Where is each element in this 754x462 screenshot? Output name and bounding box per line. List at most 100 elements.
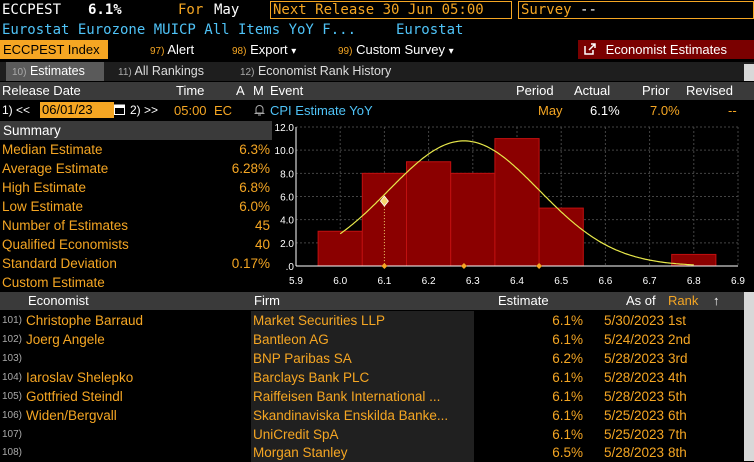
sort-ascending-icon[interactable]: ↑ [713, 293, 720, 308]
tab-num: 12) [240, 67, 255, 78]
col-firm[interactable]: Firm [254, 293, 280, 308]
col-rank[interactable]: Rank [668, 293, 699, 308]
firm-name[interactable]: UniCredit SpA [253, 427, 339, 442]
release-date-input[interactable]: 06/01/23 [40, 102, 114, 118]
table-row[interactable]: 107) UniCredit SpA 6.1% 5/25/2023 7th [0, 425, 754, 444]
y-tick-label: 8.0 [280, 169, 294, 180]
bell-icon[interactable] [254, 104, 265, 119]
economist-name[interactable]: Widen/Bergvall [26, 408, 117, 423]
table-row[interactable]: 108) Morgan Stanley 6.5% 5/28/2023 8th [0, 443, 754, 462]
index-selector[interactable]: ECCPEST Index [0, 40, 108, 59]
rank-value: 2nd [668, 332, 691, 347]
summary-title: Summary [0, 121, 272, 140]
firm-name[interactable]: Morgan Stanley [253, 445, 348, 460]
economist-name[interactable]: Gottfried Steindl [26, 389, 123, 404]
histogram-bar [317, 230, 363, 267]
economist-estimates-label: Economist Estimates [605, 42, 727, 57]
table-row[interactable]: 101) Christophe Barraud Market Securities … [0, 311, 754, 330]
firm-name[interactable]: BNP Paribas SA [253, 351, 352, 366]
x-tick-label: 6.1 [377, 276, 391, 287]
tab-economist-rank-history[interactable]: 12) Economist Rank History [234, 62, 397, 81]
row-number: 106) [2, 410, 23, 421]
row-number: 101) [2, 315, 23, 326]
table-row[interactable]: 103) BNP Paribas SA 6.2% 5/28/2023 3rd [0, 349, 754, 368]
row-number: 108) [2, 447, 23, 458]
table-row[interactable]: 104) Iaroslav Shelepko Barclays Bank PLC 6.… [0, 368, 754, 387]
col-prior: Prior [642, 83, 670, 98]
summary-value: 6.8% [239, 180, 270, 195]
tab-all-rankings[interactable]: 11) All Rankings [112, 62, 210, 81]
revised-value: -- [728, 103, 737, 118]
firm-name[interactable]: Raiffeisen Bank International ... [253, 389, 441, 404]
row-number: 102) [2, 334, 23, 345]
economist-name[interactable]: Iaroslav Shelepko [26, 370, 134, 385]
col-revised: Revised [686, 83, 733, 98]
table-row[interactable]: 102) Joerg Angele Bantleon AG 6.1% 5/24/2023… [0, 330, 754, 349]
asof-date: 5/28/2023 [603, 389, 664, 404]
asof-date: 5/24/2023 [603, 332, 664, 347]
actual-marker-icon [379, 195, 389, 207]
asof-date: 5/28/2023 [603, 351, 664, 366]
estimate-value: 6.1% [552, 370, 583, 385]
table-row[interactable]: 105) Gottfried Steindl Raiffeisen Bank Int… [0, 387, 754, 406]
x-tick-label: 6.4 [510, 276, 524, 287]
col-actual: Actual [574, 83, 611, 98]
rank-value: 8th [668, 445, 687, 460]
firm-name[interactable]: Skandinaviska Enskilda Banke... [253, 408, 449, 423]
estimate-value: 6.1% [552, 427, 583, 442]
security-header: ECCPEST 6.1% For May Next Release 30 Jun… [0, 0, 754, 22]
economist-name[interactable]: Joerg Angele [26, 332, 105, 347]
economist-name[interactable]: Christophe Barraud [26, 313, 144, 328]
data-source: Eurostat [396, 22, 464, 38]
tab-estimates[interactable]: 10) Estimates [6, 62, 104, 81]
asof-date: 5/25/2023 [603, 427, 664, 442]
rank-value: 7th [668, 427, 687, 442]
col-period: Period [516, 83, 554, 98]
calendar-icon[interactable] [114, 103, 125, 118]
prev-release-button[interactable]: 1) << [2, 103, 31, 117]
security-subtitle-row: Eurostat Eurozone MUICP All Items YoY F.… [0, 22, 754, 40]
col-estimate[interactable]: Estimate [498, 293, 549, 308]
table-row[interactable]: 106) Widen/Bergvall Skandinaviska Enskilda… [0, 406, 754, 425]
prior-value: 7.0% [650, 103, 680, 118]
asof-date: 5/28/2023 [603, 445, 664, 460]
menu-bar: ECCPEST Index 97) Alert 98) Export ▾ 99)… [0, 40, 754, 59]
firm-name[interactable]: Market Securities LLP [253, 313, 386, 328]
tab-bar: 10) Estimates 11) All Rankings 12) Econo… [0, 62, 754, 81]
histogram-svg: .0 2.0 4.0 6.0 8.0 10.0 12.0 5.9 6.0 6.1 6.2 6.3 6.4… [275, 123, 746, 287]
col-asof[interactable]: As of [626, 293, 656, 308]
alert-menu[interactable]: 97) Alert [150, 40, 194, 59]
summary-row-average: Average Estimate 6.28% [0, 159, 272, 178]
x-tick-label: 6.9 [731, 276, 745, 287]
rank-value: 4th [668, 370, 687, 385]
summary-row-custom[interactable]: Custom Estimate [0, 273, 272, 292]
summary-value: 6.0% [239, 199, 270, 214]
summary-label: Low Estimate [2, 199, 84, 214]
actual-value: 6.1% [590, 103, 620, 118]
histogram-bar [538, 207, 584, 267]
col-economist[interactable]: Economist [28, 293, 89, 308]
scrollbar[interactable] [744, 64, 754, 81]
tab-label: Economist Rank History [257, 64, 392, 78]
economist-estimates-button[interactable]: Economist Estimates [578, 40, 754, 59]
summary-value: 6.28% [231, 161, 270, 176]
row-number: 107) [2, 429, 23, 440]
table-scrollbar[interactable] [744, 292, 754, 461]
summary-value: 40 [254, 237, 270, 252]
rank-value: 5th [668, 389, 687, 404]
for-month: May [214, 2, 240, 18]
asof-date: 5/28/2023 [603, 370, 664, 385]
firm-name[interactable]: Bantleon AG [253, 332, 329, 347]
y-tick-label: 12.0 [275, 123, 295, 134]
firm-name[interactable]: Barclays Bank PLC [253, 370, 370, 385]
summary-panel: Summary Median Estimate 6.3% Average Esti… [0, 121, 272, 291]
export-menu[interactable]: 98) Export ▾ [232, 40, 296, 59]
survey-box: Survey -- [518, 1, 754, 19]
summary-label: Median Estimate [2, 142, 103, 157]
row-number: 104) [2, 372, 23, 383]
release-region: EC [214, 103, 233, 118]
event-name[interactable]: CPI Estimate YoY [270, 103, 373, 118]
next-release-box: Next Release 30 Jun 05:00 [270, 1, 512, 19]
custom-survey-menu[interactable]: 99) Custom Survey ▾ [338, 40, 454, 59]
next-release-button[interactable]: 2) >> [130, 103, 159, 117]
